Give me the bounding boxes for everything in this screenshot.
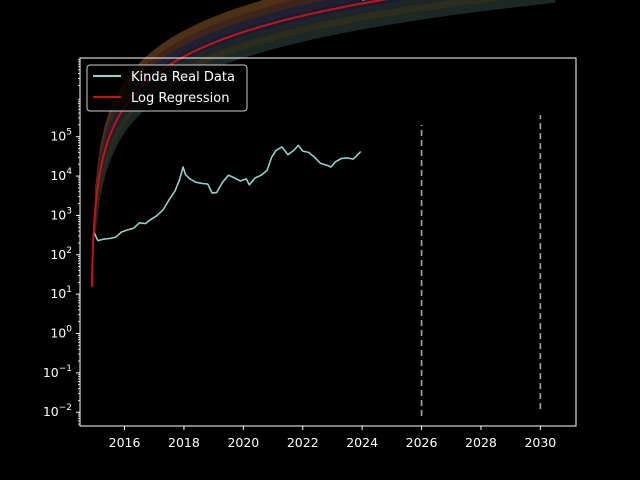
y-tick-label: 100 xyxy=(50,325,72,341)
y-tick-label: 104 xyxy=(50,167,72,183)
x-tick-label: 2026 xyxy=(406,435,438,450)
y-tick-label-base: 10 xyxy=(43,404,59,419)
y-tick-label-exponent: 5 xyxy=(66,128,72,138)
x-tick-label: 2030 xyxy=(524,435,556,450)
legend-label-real-data: Kinda Real Data xyxy=(131,70,235,85)
legend-label-log-regression: Log Regression xyxy=(131,91,229,106)
x-tick-label: 2024 xyxy=(346,435,378,450)
y-tick-label-exponent: −2 xyxy=(59,403,72,413)
y-tick-label-base: 10 xyxy=(50,247,66,262)
series-lines xyxy=(90,0,389,287)
x-tick-label: 2020 xyxy=(227,435,259,450)
y-tick-label-base: 10 xyxy=(50,168,66,183)
y-tick-label: 102 xyxy=(50,246,72,262)
x-tick-label: 2018 xyxy=(168,435,200,450)
series-line-real-data xyxy=(92,144,362,242)
legend-box xyxy=(86,64,248,112)
y-tick-label: 101 xyxy=(50,285,72,301)
y-tick-label-base: 10 xyxy=(50,207,66,222)
x-tick-label: 2016 xyxy=(109,435,141,450)
y-tick-label-base: 10 xyxy=(50,286,66,301)
y-tick-label-exponent: 2 xyxy=(66,246,72,256)
forecast-markers xyxy=(420,115,542,417)
y-tick-label-base: 10 xyxy=(43,365,59,380)
y-tick-label-base: 10 xyxy=(50,129,66,144)
y-tick-label: 103 xyxy=(50,206,72,222)
legend: Kinda Real Data Log Regression xyxy=(86,64,248,112)
series-line-log-regression xyxy=(90,0,389,287)
y-tick-label: 10−1 xyxy=(43,364,72,380)
y-tick-label-exponent: 4 xyxy=(66,167,72,177)
x-tick-label: 2022 xyxy=(287,435,319,450)
y-tick-label: 10−2 xyxy=(43,403,72,419)
y-tick-label-base: 10 xyxy=(50,326,66,341)
x-tick-label: 2028 xyxy=(465,435,497,450)
y-tick-label-exponent: 1 xyxy=(66,285,72,295)
x-axis: 2016 2018 2020 2022 2024 2026 2028 2030 xyxy=(109,426,556,450)
y-tick-label-exponent: 3 xyxy=(66,206,72,216)
y-tick-label: 105 xyxy=(50,128,72,144)
y-tick-label-exponent: −1 xyxy=(59,364,72,374)
plot-frame xyxy=(79,57,577,427)
y-tick-label-exponent: 0 xyxy=(66,325,72,335)
